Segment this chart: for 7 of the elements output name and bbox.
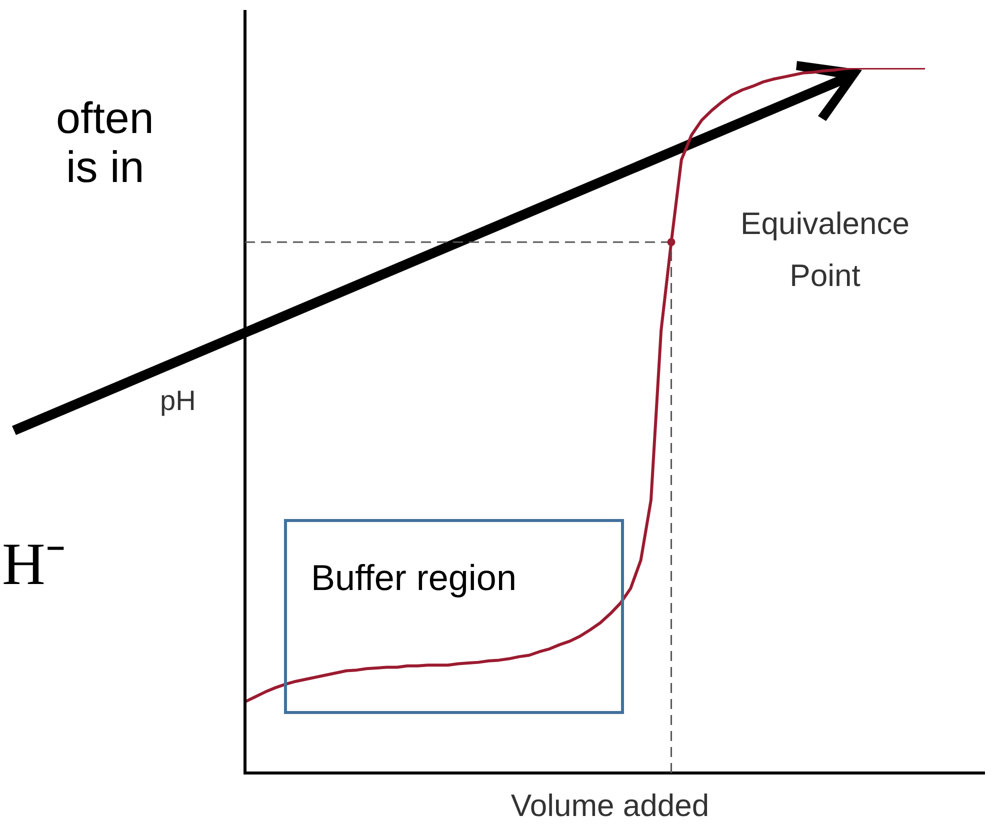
text: often [56,94,154,144]
text: H⁻ [2,530,66,599]
text: is in [66,143,144,193]
x-axis-title: Volume added [510,788,710,824]
annotation: Buffer region [284,519,624,714]
annotation: Equivalence Point [740,205,910,295]
y-axis-title: pH [160,385,196,417]
